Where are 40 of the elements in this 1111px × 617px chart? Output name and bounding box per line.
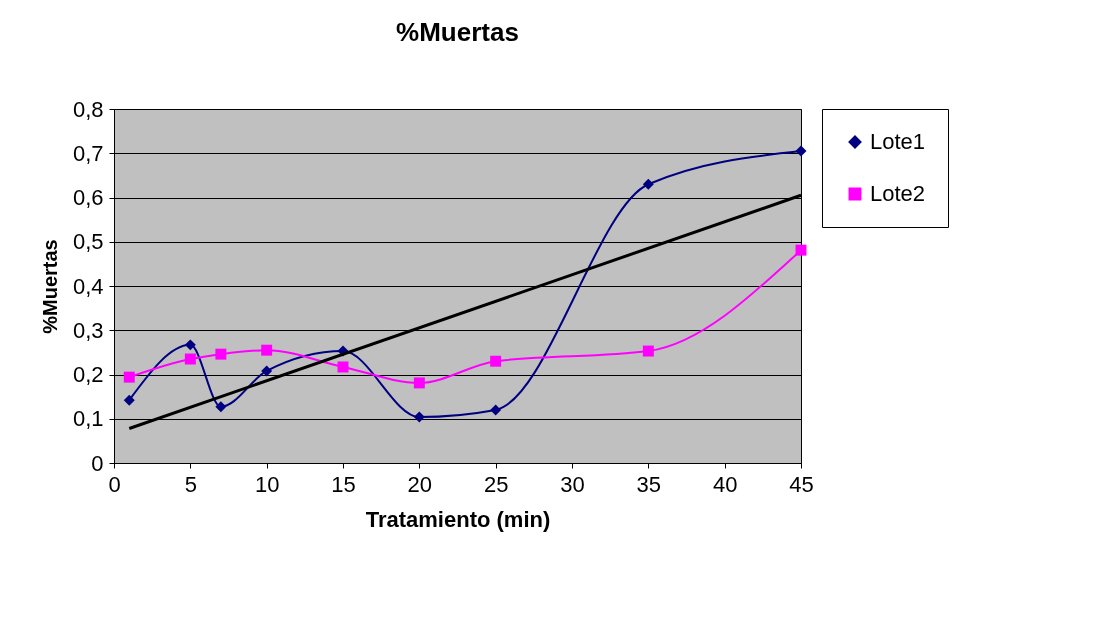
point bbox=[184, 339, 196, 351]
point bbox=[642, 178, 654, 190]
point bbox=[413, 411, 425, 423]
x-axis-title: Tratamiento (min) bbox=[365, 506, 551, 532]
point bbox=[215, 348, 227, 360]
chart-title: %Muertas bbox=[396, 17, 519, 47]
point bbox=[184, 353, 196, 365]
y-tick-label: 0,5 bbox=[72, 229, 104, 255]
point bbox=[261, 365, 273, 377]
point bbox=[795, 244, 807, 256]
x-tick-label: 35 bbox=[636, 471, 662, 497]
x-tick-label: 30 bbox=[560, 471, 585, 497]
x-tick-label: 25 bbox=[483, 471, 509, 497]
legend-label: Lote2 bbox=[870, 181, 926, 206]
point bbox=[642, 345, 654, 357]
y-tick-label: 0,8 bbox=[72, 96, 104, 122]
x-tick-label: 45 bbox=[789, 471, 814, 497]
point bbox=[215, 401, 227, 413]
y-tick-label: 0,2 bbox=[72, 362, 104, 387]
legend-label: Lote1 bbox=[870, 129, 926, 154]
y-tick-label: 0,6 bbox=[72, 185, 104, 210]
point bbox=[123, 371, 135, 383]
point bbox=[490, 404, 502, 416]
x-tick-label: 5 bbox=[184, 471, 197, 497]
y-tick-label: 0,1 bbox=[72, 406, 104, 432]
point bbox=[795, 145, 807, 157]
point bbox=[413, 377, 425, 389]
x-tick-label: 10 bbox=[254, 471, 280, 497]
y-axis-title: %Muertas bbox=[38, 239, 61, 334]
x-tick-label: 0 bbox=[108, 471, 121, 497]
point bbox=[490, 355, 502, 367]
y-tick-label: 0,4 bbox=[72, 273, 104, 299]
x-tick-label: 40 bbox=[712, 471, 738, 497]
x-tick-label: 15 bbox=[331, 471, 356, 497]
y-tick-label: 0 bbox=[91, 450, 104, 476]
y-tick-label: 0,3 bbox=[72, 317, 104, 343]
point bbox=[123, 394, 135, 406]
y-tick-label: 0,7 bbox=[72, 140, 104, 166]
point bbox=[261, 344, 273, 356]
x-tick-label: 20 bbox=[407, 471, 433, 497]
